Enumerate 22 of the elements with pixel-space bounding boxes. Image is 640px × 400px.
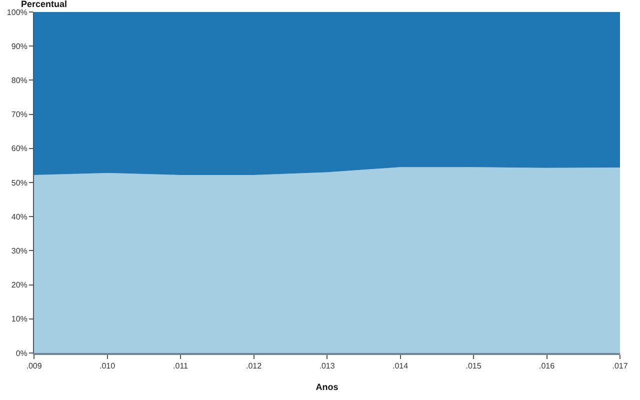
x-tick-label: .011 (173, 362, 189, 371)
y-tick-label: 10% (11, 314, 28, 324)
x-tick-label: .012 (246, 362, 262, 371)
y-axis-title: Percentual (21, 0, 68, 9)
x-axis-title: Anos (316, 382, 338, 392)
y-tick-label: 50% (11, 178, 28, 188)
y-tick-label: 60% (11, 144, 28, 154)
x-tick-label: .015 (466, 362, 482, 371)
x-tick-label: .010 (99, 362, 116, 371)
x-tick-label: .014 (392, 362, 409, 371)
x-tick-label: .009 (26, 362, 42, 371)
y-tick-label: 80% (11, 76, 28, 85)
x-tick-label: .017 (612, 362, 628, 371)
y-tick-label: 70% (11, 110, 28, 120)
x-tick-label: .013 (319, 362, 336, 371)
y-tick-label: 20% (11, 280, 28, 290)
y-tick-label: 90% (11, 42, 28, 51)
y-tick-label: 0% (16, 348, 28, 358)
y-tick-label: 30% (11, 246, 28, 256)
y-tick-label: 40% (11, 212, 28, 222)
x-tick-label: .016 (538, 362, 556, 371)
y-tick-label: 100% (6, 8, 28, 17)
